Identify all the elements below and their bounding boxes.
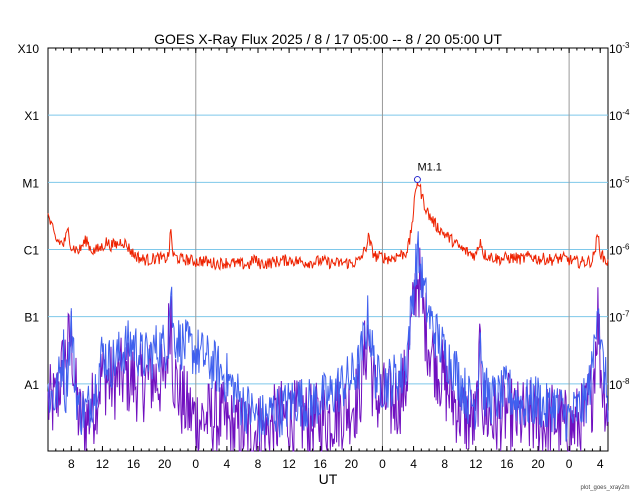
plot-area: M1.1 — [47, 47, 609, 452]
x-tick-label: 8 — [255, 457, 262, 471]
x-tick-label: 4 — [224, 457, 231, 471]
x-tick-label: 12 — [282, 457, 296, 471]
day-boundary-lines — [195, 48, 570, 451]
left-tick-label: X10 — [18, 42, 40, 56]
flare-peak-marker — [413, 176, 421, 184]
x-tick-label: 16 — [314, 457, 328, 471]
right-tick-label: 10-7 — [609, 310, 630, 325]
left-tick-label: C1 — [24, 244, 40, 258]
x-tick-label: 8 — [441, 457, 448, 471]
right-tick-label: 10-6 — [609, 243, 630, 258]
series-line — [47, 247, 609, 452]
series-line — [47, 231, 609, 442]
x-tick-label: 16 — [127, 457, 141, 471]
x-tick-label: 20 — [158, 457, 172, 471]
x-tick-label: 20 — [345, 457, 359, 471]
left-tick-label: X1 — [24, 109, 39, 123]
left-tick-label: A1 — [24, 378, 39, 392]
right-tick-label: 10-8 — [609, 377, 630, 392]
horizontal-gridlines — [48, 114, 608, 385]
x-tick-label: 0 — [379, 457, 386, 471]
right-tick-label: 10-5 — [609, 175, 630, 190]
x-tick-label: 20 — [531, 457, 545, 471]
x-tick-label: 16 — [500, 457, 514, 471]
x-tick-label: 4 — [410, 457, 417, 471]
left-tick-label: M1 — [22, 176, 39, 190]
x-tick-label: 12 — [96, 457, 110, 471]
chart-title: GOES X-Ray Flux 2025 / 8 / 17 05:00 -- 8… — [154, 31, 502, 47]
x-axis-label: UT — [319, 471, 338, 487]
left-axis-labels: A1 B1 C1 M1 X1 X10 — [18, 42, 40, 392]
right-axis-labels: 10-8 10-7 10-6 10-5 10-4 10-3 — [609, 41, 630, 392]
plot-credit: plot_goes_xray2m — [580, 485, 629, 491]
flare-annotation: M1.1 — [413, 162, 442, 184]
series-group — [47, 182, 609, 452]
flare-label: M1.1 — [417, 162, 441, 174]
x-tick-label: 0 — [192, 457, 199, 471]
x-tick-label: 4 — [597, 457, 604, 471]
x-tick-label: 8 — [68, 457, 75, 471]
x-tick-label: 12 — [469, 457, 483, 471]
series-line — [47, 182, 609, 271]
right-tick-label: 10-3 — [609, 41, 630, 56]
x-axis-ticks: 8 12 16 20 0 4 8 12 16 20 0 4 8 12 16 20 0 4 — [55, 48, 604, 471]
x-tick-label: 0 — [566, 457, 573, 471]
right-tick-label: 10-4 — [609, 108, 630, 123]
left-tick-label: B1 — [24, 311, 39, 325]
